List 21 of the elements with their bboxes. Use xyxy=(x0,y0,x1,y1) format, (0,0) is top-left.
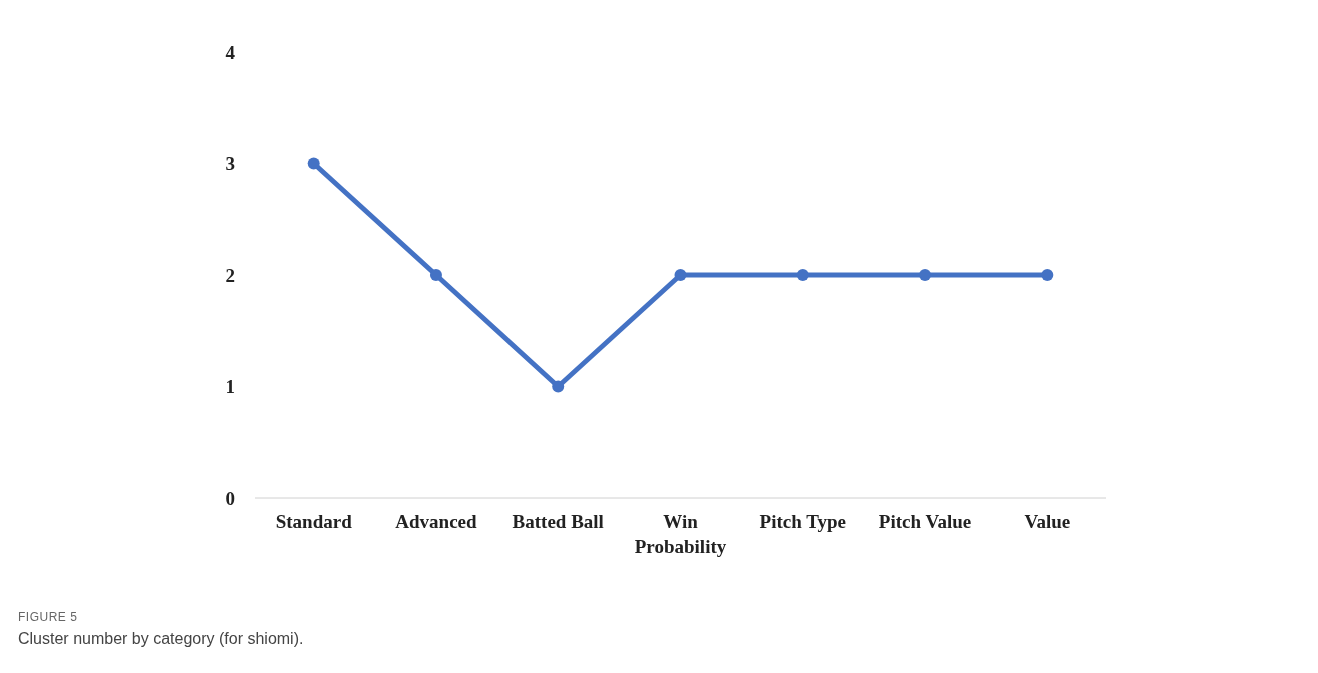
y-tick-label: 4 xyxy=(225,41,236,63)
x-tick-label: Pitch Value xyxy=(878,511,972,532)
y-tick-label: 1 xyxy=(225,376,235,398)
point xyxy=(796,269,809,281)
point xyxy=(429,269,442,281)
y-tick-label: 2 xyxy=(225,264,235,286)
x-tick-label: Pitch Type xyxy=(759,511,846,532)
point xyxy=(919,269,932,281)
text: Cluster number by category (for shiomi). xyxy=(18,630,304,648)
caption: FIGURE 5 xyxy=(18,610,79,624)
point xyxy=(674,269,687,281)
y-tick-label: 3 xyxy=(225,153,235,175)
y-tick-label: 0 xyxy=(225,487,235,509)
x-tick-label: Value xyxy=(1024,511,1071,532)
x-tick-label: Advanced xyxy=(395,511,478,532)
x-tick-label: Standard xyxy=(275,511,353,532)
point xyxy=(307,157,320,170)
point xyxy=(1041,269,1054,281)
point xyxy=(552,380,565,393)
x-tick-label: Batted Ball xyxy=(512,511,604,532)
x-tick-label: Win Probability xyxy=(634,511,727,557)
